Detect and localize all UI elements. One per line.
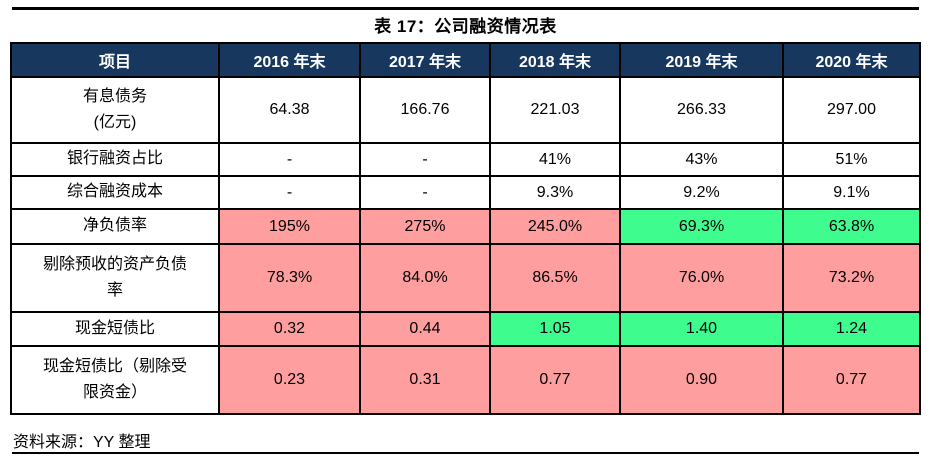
- table-cell: 78.3%: [218, 243, 361, 313]
- column-header-2019: 2019 年末: [619, 42, 784, 78]
- column-header-2016: 2016 年末: [218, 42, 361, 78]
- table-cell: -: [218, 142, 361, 177]
- table-cell: 275%: [359, 208, 491, 245]
- table-cell: 0.32: [218, 311, 361, 347]
- table-cell: 0.31: [359, 345, 491, 415]
- table-cell: 0.77: [782, 345, 921, 415]
- table-row: 剔除预收的资产负债 率 78.3% 84.0% 86.5% 76.0% 73.2…: [10, 243, 921, 313]
- table-cell: 0.23: [218, 345, 361, 415]
- table-cell: 1.40: [619, 311, 784, 347]
- table-row: 净负债率 195% 275% 245.0% 69.3% 63.8%: [10, 208, 921, 245]
- header-row: 项目 2016 年末 2017 年末 2018 年末 2019 年末 2020 …: [10, 42, 921, 78]
- top-divider: [12, 7, 919, 10]
- column-header-2018: 2018 年末: [489, 42, 621, 78]
- table-cell: 0.90: [619, 345, 784, 415]
- table-cell: 266.33: [619, 76, 784, 144]
- row-label: 银行融资占比: [10, 142, 220, 177]
- table-cell: 43%: [619, 142, 784, 177]
- row-label: 净负债率: [10, 208, 220, 245]
- column-header-2017: 2017 年末: [359, 42, 491, 78]
- table-cell: 0.44: [359, 311, 491, 347]
- financing-table: 项目 2016 年末 2017 年末 2018 年末 2019 年末 2020 …: [10, 42, 921, 415]
- table-row: 现金短债比（剔除受 限资金） 0.23 0.31 0.77 0.90 0.77: [10, 345, 921, 415]
- bottom-divider: [12, 452, 919, 454]
- page-title: 表 17：公司融资情况表: [374, 17, 557, 36]
- table-cell: 86.5%: [489, 243, 621, 313]
- row-label: 综合融资成本: [10, 175, 220, 210]
- table-cell: 1.24: [782, 311, 921, 347]
- table-cell: 73.2%: [782, 243, 921, 313]
- table-cell: -: [359, 142, 491, 177]
- table-cell: 9.2%: [619, 175, 784, 210]
- table-cell: 195%: [218, 208, 361, 245]
- column-header-2020: 2020 年末: [782, 42, 921, 78]
- row-label: 现金短债比: [10, 311, 220, 347]
- row-label: 有息债务 (亿元): [10, 76, 220, 144]
- table-cell: 84.0%: [359, 243, 491, 313]
- table-cell: 63.8%: [782, 208, 921, 245]
- table-cell: 221.03: [489, 76, 621, 144]
- table-row: 现金短债比 0.32 0.44 1.05 1.40 1.24: [10, 311, 921, 347]
- table-cell: 51%: [782, 142, 921, 177]
- table-cell: 64.38: [218, 76, 361, 144]
- table-cell: -: [218, 175, 361, 210]
- row-label: 剔除预收的资产负债 率: [10, 243, 220, 313]
- table-cell: 9.1%: [782, 175, 921, 210]
- column-header-item: 项目: [10, 42, 220, 78]
- table-cell: 1.05: [489, 311, 621, 347]
- table-row: 有息债务 (亿元) 64.38 166.76 221.03 266.33 297…: [10, 76, 921, 144]
- table-cell: 76.0%: [619, 243, 784, 313]
- table-cell: 297.00: [782, 76, 921, 144]
- source-note: 资料来源：YY 整理: [13, 434, 151, 451]
- table-cell: 41%: [489, 142, 621, 177]
- table-row: 银行融资占比 - - 41% 43% 51%: [10, 142, 921, 177]
- table-cell: 166.76: [359, 76, 491, 144]
- table-cell: 9.3%: [489, 175, 621, 210]
- table-cell: 0.77: [489, 345, 621, 415]
- table-cell: -: [359, 175, 491, 210]
- table-cell: 69.3%: [619, 208, 784, 245]
- table-cell: 245.0%: [489, 208, 621, 245]
- table-row: 综合融资成本 - - 9.3% 9.2% 9.1%: [10, 175, 921, 210]
- row-label: 现金短债比（剔除受 限资金）: [10, 345, 220, 415]
